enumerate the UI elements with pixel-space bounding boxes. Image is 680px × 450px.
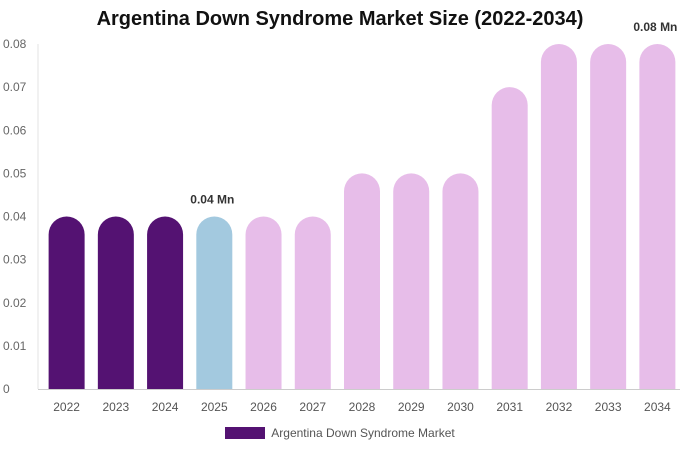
x-tick-label: 2029 [398,400,425,414]
x-tick-label: 2031 [496,400,523,414]
bar-2023 [97,216,134,389]
y-tick-label: 0.02 [3,296,27,310]
x-tick-label: 2033 [595,400,622,414]
x-tick-label: 2022 [53,400,80,414]
bar-2024 [147,216,184,389]
legend: Argentina Down Syndrome Market [0,425,680,440]
y-tick-label: 0.03 [3,253,27,267]
y-tick-label: 0.08 [3,37,27,51]
legend-label: Argentina Down Syndrome Market [271,425,455,440]
bar-2027 [294,216,331,389]
y-tick-label: 0.05 [3,166,27,180]
x-tick-label: 2023 [102,400,129,414]
x-tick-label: 2034 [644,400,671,414]
bar-2029 [393,173,430,389]
bar-2033 [590,44,627,389]
bar-2030 [442,173,479,389]
bar-chart: 0 0.01 0.02 0.03 0.04 0.05 0.06 0.07 0.08 2022 202… [3,20,680,414]
y-tick-label: 0 [3,382,10,396]
y-tick-label: 0.04 [3,210,27,224]
x-tick-label: 2027 [299,400,326,414]
x-tick-label: 2026 [250,400,277,414]
bar-2026 [245,216,282,389]
y-tick-label: 0.01 [3,339,27,353]
bar-2025 [196,216,233,389]
x-tick-label: 2030 [447,400,474,414]
bar-2028 [344,173,380,389]
y-tick-label: 0.06 [3,123,27,137]
bar-2034 [639,44,676,389]
data-label-2034: 0.08 Mn [633,20,677,34]
x-tick-label: 2024 [152,400,179,414]
bar-2022 [48,216,85,389]
y-tick-label: 0.07 [3,80,27,94]
x-tick-label: 2032 [546,400,573,414]
legend-swatch [225,426,266,439]
x-tick-label: 2028 [349,400,376,414]
bar-2032 [540,44,577,389]
bar-2031 [491,87,528,389]
chart-title: Argentina Down Syndrome Market Size (202… [96,8,584,30]
data-label-2025: 0.04 Mn [190,193,234,207]
x-tick-label: 2025 [201,400,228,414]
